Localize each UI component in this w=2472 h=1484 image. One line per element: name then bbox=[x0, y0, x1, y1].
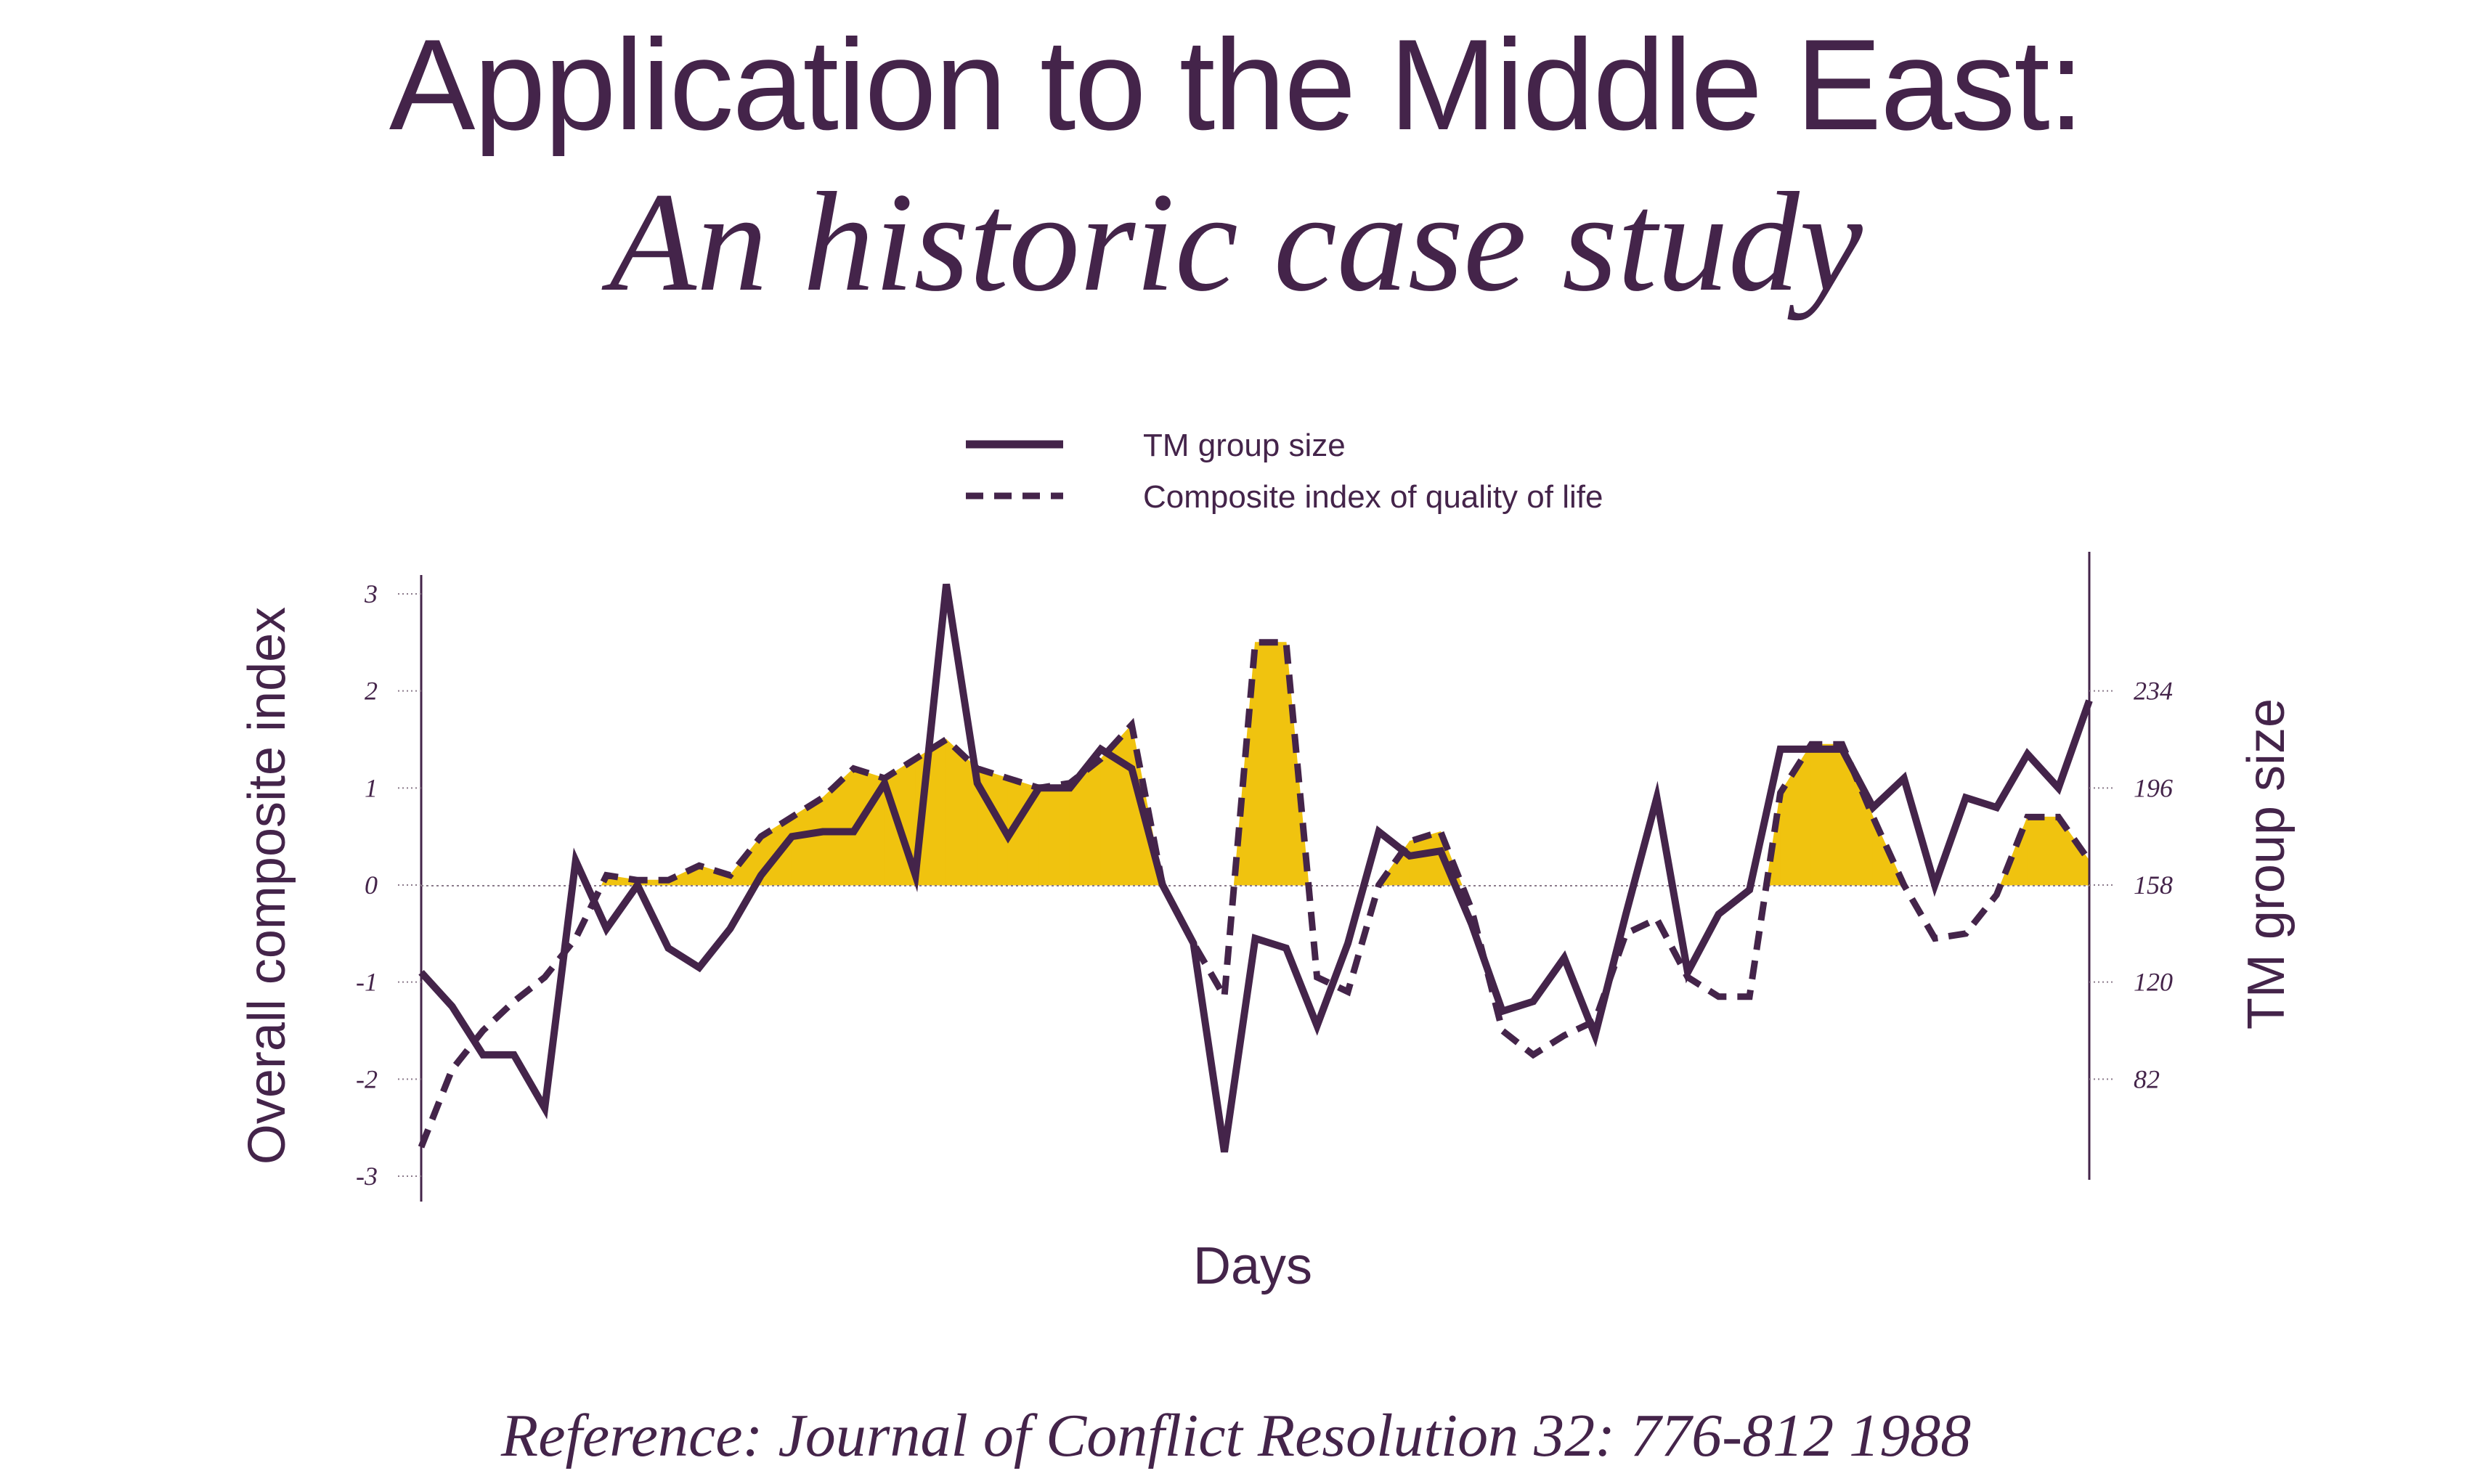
y-left-tick-label: 2 bbox=[365, 677, 378, 706]
legend-label-tm-group-size: TM group size bbox=[1143, 428, 1346, 463]
y-right-tick-label: 158 bbox=[2134, 871, 2173, 900]
series-lines bbox=[418, 583, 2093, 1153]
chart-title: Application to the Middle East: bbox=[389, 12, 2084, 157]
legend: TM group size Composite index of quality… bbox=[966, 428, 1603, 515]
chart-subtitle: An historic case study bbox=[609, 163, 1863, 321]
y-left-tick-label: 1 bbox=[365, 773, 378, 802]
area-fill-segment bbox=[1999, 817, 2028, 886]
y-axis-left-title: Overall composite index bbox=[238, 607, 296, 1165]
area-fill-segment bbox=[1255, 642, 1287, 886]
area-fill-segment bbox=[1233, 642, 1256, 886]
y-right-tick-label: 120 bbox=[2134, 968, 2173, 997]
tick-labels: 3 2 1 0 -1 -2 -3 234 196 158 120 82 bbox=[356, 579, 2173, 1191]
axes bbox=[420, 552, 2091, 1202]
y-left-tick-label: -1 bbox=[356, 968, 378, 997]
x-axis-title: Days bbox=[1193, 1237, 1312, 1295]
y-left-tick-label: 0 bbox=[365, 871, 378, 900]
y-left-tick-label: -3 bbox=[356, 1162, 378, 1191]
area-fill-segment bbox=[1038, 783, 1070, 886]
y-axis-right-title: TM group size bbox=[2237, 698, 2296, 1030]
area-fill-segment bbox=[2027, 816, 2059, 886]
legend-label-composite-index: Composite index of quality of life bbox=[1143, 479, 1603, 515]
area-fill-segment bbox=[1810, 743, 1843, 886]
y-left-tick-label: -2 bbox=[356, 1064, 378, 1093]
y-right-tick-label: 196 bbox=[2134, 773, 2173, 802]
y-right-tick-label: 82 bbox=[2134, 1064, 2160, 1093]
y-right-tick-label: 234 bbox=[2134, 677, 2173, 706]
y-left-tick-label: 3 bbox=[364, 579, 378, 608]
positive-area-fill bbox=[601, 642, 2090, 886]
reference-citation: Reference: Journal of Conflict Resolutio… bbox=[500, 1402, 1972, 1469]
series-line-composite-index bbox=[418, 639, 2092, 1149]
